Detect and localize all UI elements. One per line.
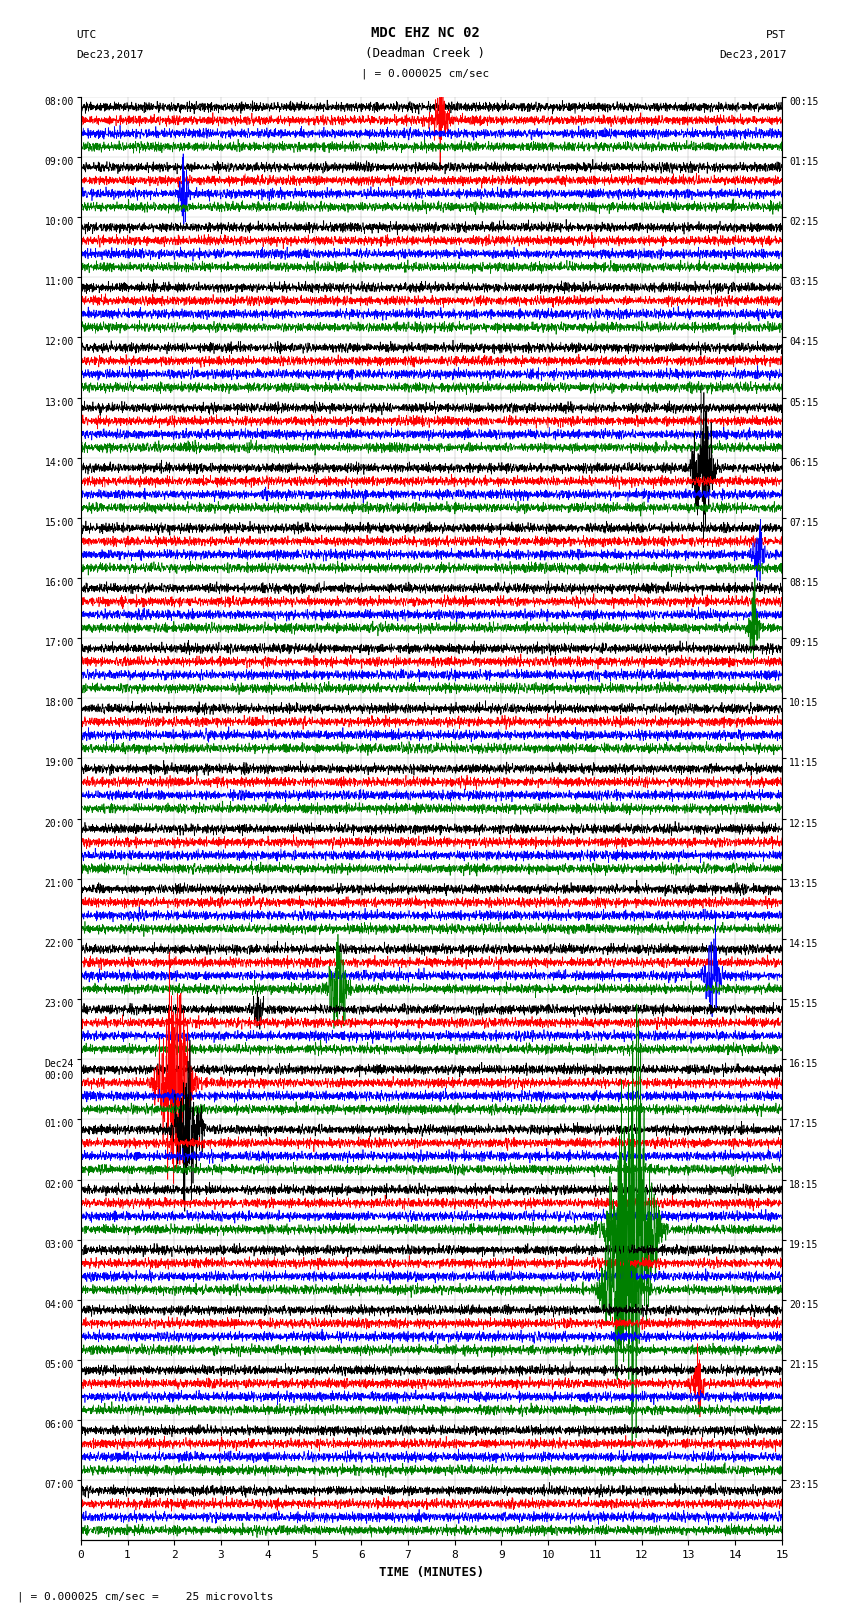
Text: | = 0.000025 cm/sec: | = 0.000025 cm/sec <box>361 68 489 79</box>
Text: (Deadman Creek ): (Deadman Creek ) <box>365 47 485 60</box>
Text: UTC: UTC <box>76 31 97 40</box>
Text: PST: PST <box>766 31 786 40</box>
Text: | = 0.000025 cm/sec =    25 microvolts: | = 0.000025 cm/sec = 25 microvolts <box>17 1592 274 1602</box>
Text: Dec23,2017: Dec23,2017 <box>76 50 144 60</box>
Text: MDC EHZ NC 02: MDC EHZ NC 02 <box>371 26 479 40</box>
X-axis label: TIME (MINUTES): TIME (MINUTES) <box>379 1566 484 1579</box>
Text: Dec23,2017: Dec23,2017 <box>719 50 786 60</box>
